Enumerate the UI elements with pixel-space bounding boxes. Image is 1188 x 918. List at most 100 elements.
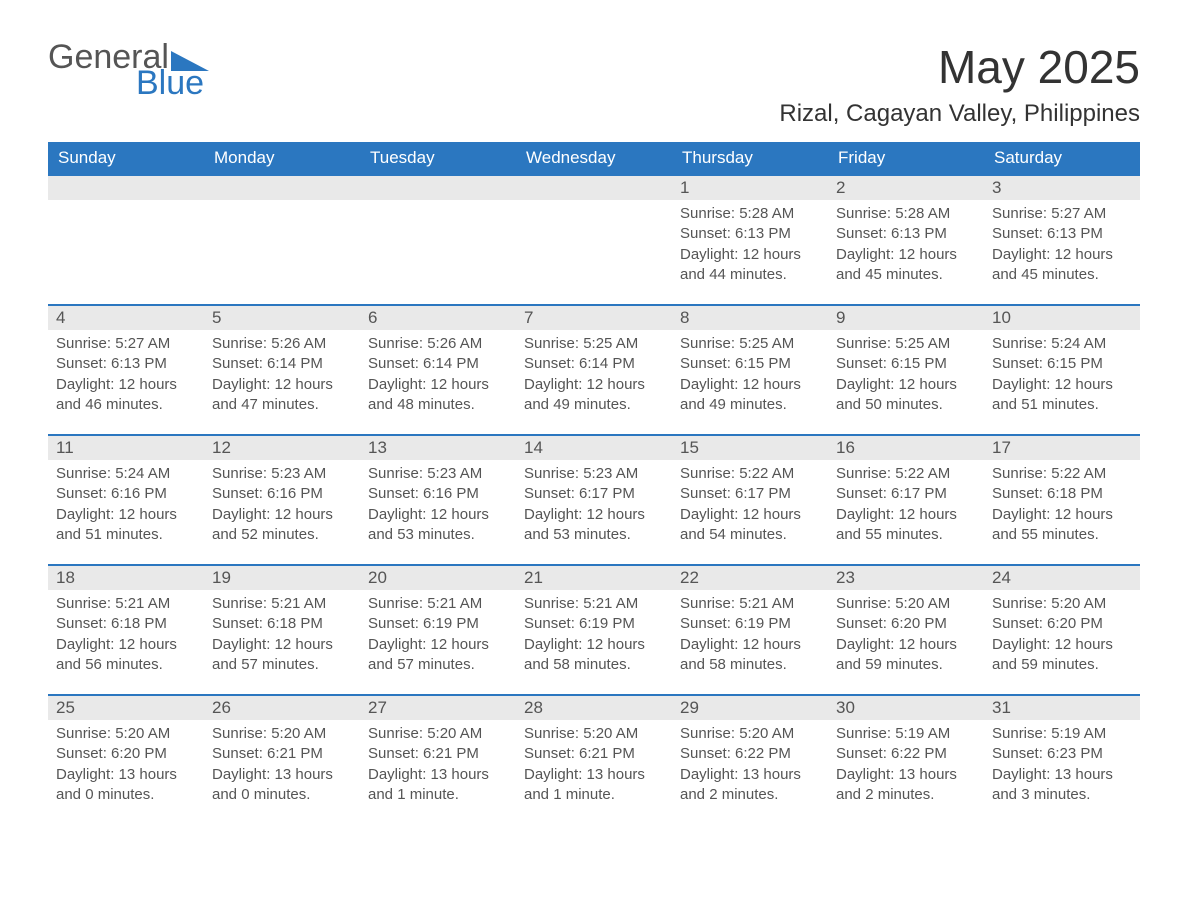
day-details: Sunrise: 5:27 AMSunset: 6:13 PMDaylight:… [984,200,1140,289]
day-number: 27 [360,696,516,720]
day-details: Sunrise: 5:20 AMSunset: 6:20 PMDaylight:… [828,590,984,679]
sunset-line: Sunset: 6:17 PM [524,484,664,504]
day-number: 13 [360,436,516,460]
sunrise-line: Sunrise: 5:21 AM [56,594,196,614]
empty-cell [204,176,360,304]
sunrise-line: Sunrise: 5:27 AM [56,334,196,354]
day-number: 30 [828,696,984,720]
page-title: May 2025 [779,40,1140,94]
day-cell-17: 17Sunrise: 5:22 AMSunset: 6:18 PMDayligh… [984,436,1140,564]
weekday-sunday: Sunday [48,142,204,174]
daylight-line: Daylight: 12 hours and 57 minutes. [368,635,508,676]
sunset-line: Sunset: 6:18 PM [212,614,352,634]
daylight-line: Daylight: 12 hours and 57 minutes. [212,635,352,676]
sunrise-line: Sunrise: 5:19 AM [992,724,1132,744]
sunrise-line: Sunrise: 5:20 AM [368,724,508,744]
weekday-thursday: Thursday [672,142,828,174]
day-details: Sunrise: 5:24 AMSunset: 6:15 PMDaylight:… [984,330,1140,419]
sunrise-line: Sunrise: 5:23 AM [368,464,508,484]
day-number: 16 [828,436,984,460]
daylight-line: Daylight: 12 hours and 54 minutes. [680,505,820,546]
day-cell-12: 12Sunrise: 5:23 AMSunset: 6:16 PMDayligh… [204,436,360,564]
daylight-line: Daylight: 12 hours and 53 minutes. [368,505,508,546]
daylight-line: Daylight: 12 hours and 55 minutes. [992,505,1132,546]
sunrise-line: Sunrise: 5:21 AM [524,594,664,614]
day-details: Sunrise: 5:25 AMSunset: 6:15 PMDaylight:… [828,330,984,419]
day-number: 12 [204,436,360,460]
brand-logo: General Blue [48,40,209,100]
day-details: Sunrise: 5:19 AMSunset: 6:23 PMDaylight:… [984,720,1140,809]
sunset-line: Sunset: 6:19 PM [524,614,664,634]
day-details: Sunrise: 5:22 AMSunset: 6:18 PMDaylight:… [984,460,1140,549]
daylight-line: Daylight: 12 hours and 48 minutes. [368,375,508,416]
day-details: Sunrise: 5:21 AMSunset: 6:19 PMDaylight:… [672,590,828,679]
day-details: Sunrise: 5:19 AMSunset: 6:22 PMDaylight:… [828,720,984,809]
weekday-wednesday: Wednesday [516,142,672,174]
sunrise-line: Sunrise: 5:21 AM [680,594,820,614]
empty-cell [360,176,516,304]
sunset-line: Sunset: 6:16 PM [368,484,508,504]
weekday-tuesday: Tuesday [360,142,516,174]
day-details: Sunrise: 5:28 AMSunset: 6:13 PMDaylight:… [672,200,828,289]
sunrise-line: Sunrise: 5:20 AM [524,724,664,744]
daylight-line: Daylight: 12 hours and 58 minutes. [680,635,820,676]
sunset-line: Sunset: 6:16 PM [212,484,352,504]
sunset-line: Sunset: 6:21 PM [212,744,352,764]
daylight-line: Daylight: 12 hours and 45 minutes. [836,245,976,286]
sunset-line: Sunset: 6:20 PM [836,614,976,634]
daylight-line: Daylight: 13 hours and 2 minutes. [680,765,820,806]
day-cell-15: 15Sunrise: 5:22 AMSunset: 6:17 PMDayligh… [672,436,828,564]
daylight-line: Daylight: 13 hours and 1 minute. [368,765,508,806]
day-number: 6 [360,306,516,330]
day-details: Sunrise: 5:22 AMSunset: 6:17 PMDaylight:… [828,460,984,549]
daylight-line: Daylight: 12 hours and 59 minutes. [992,635,1132,676]
sunrise-line: Sunrise: 5:20 AM [992,594,1132,614]
day-number: 11 [48,436,204,460]
day-number: 31 [984,696,1140,720]
day-cell-23: 23Sunrise: 5:20 AMSunset: 6:20 PMDayligh… [828,566,984,694]
daylight-line: Daylight: 12 hours and 46 minutes. [56,375,196,416]
day-number: 4 [48,306,204,330]
day-cell-1: 1Sunrise: 5:28 AMSunset: 6:13 PMDaylight… [672,176,828,304]
sunrise-line: Sunrise: 5:28 AM [680,204,820,224]
sunset-line: Sunset: 6:22 PM [680,744,820,764]
day-number: 26 [204,696,360,720]
sunset-line: Sunset: 6:19 PM [680,614,820,634]
day-cell-8: 8Sunrise: 5:25 AMSunset: 6:15 PMDaylight… [672,306,828,434]
day-cell-24: 24Sunrise: 5:20 AMSunset: 6:20 PMDayligh… [984,566,1140,694]
day-number: 19 [204,566,360,590]
sunrise-line: Sunrise: 5:23 AM [524,464,664,484]
day-details: Sunrise: 5:26 AMSunset: 6:14 PMDaylight:… [204,330,360,419]
daylight-line: Daylight: 13 hours and 0 minutes. [212,765,352,806]
day-cell-13: 13 Sunrise: 5:23 AMSunset: 6:16 PMDayligh… [360,436,516,564]
sunset-line: Sunset: 6:13 PM [680,224,820,244]
daylight-line: Daylight: 12 hours and 58 minutes. [524,635,664,676]
day-cell-19: 19Sunrise: 5:21 AMSunset: 6:18 PMDayligh… [204,566,360,694]
daylight-line: Daylight: 13 hours and 3 minutes. [992,765,1132,806]
day-number: 22 [672,566,828,590]
sunrise-line: Sunrise: 5:27 AM [992,204,1132,224]
day-number: 2 [828,176,984,200]
daylight-line: Daylight: 12 hours and 53 minutes. [524,505,664,546]
day-details: Sunrise: 5:20 AMSunset: 6:20 PMDaylight:… [984,590,1140,679]
day-details [360,200,516,208]
day-cell-30: 30Sunrise: 5:19 AMSunset: 6:22 PMDayligh… [828,696,984,824]
day-details: Sunrise: 5:21 AMSunset: 6:19 PMDaylight:… [516,590,672,679]
daylight-line: Daylight: 12 hours and 44 minutes. [680,245,820,286]
day-number: 21 [516,566,672,590]
day-number: 20 [360,566,516,590]
day-cell-5: 5Sunrise: 5:26 AMSunset: 6:14 PMDaylight… [204,306,360,434]
day-cell-4: 4Sunrise: 5:27 AMSunset: 6:13 PMDaylight… [48,306,204,434]
day-cell-28: 28Sunrise: 5:20 AMSunset: 6:21 PMDayligh… [516,696,672,824]
day-number: 29 [672,696,828,720]
day-details: Sunrise: 5:22 AMSunset: 6:17 PMDaylight:… [672,460,828,549]
sunrise-line: Sunrise: 5:20 AM [212,724,352,744]
day-cell-29: 29Sunrise: 5:20 AMSunset: 6:22 PMDayligh… [672,696,828,824]
day-cell-3: 3Sunrise: 5:27 AMSunset: 6:13 PMDaylight… [984,176,1140,304]
day-cell-10: 10Sunrise: 5:24 AMSunset: 6:15 PMDayligh… [984,306,1140,434]
day-cell-26: 26 Sunrise: 5:20 AMSunset: 6:21 PMDayligh… [204,696,360,824]
daylight-line: Daylight: 12 hours and 56 minutes. [56,635,196,676]
day-cell-16: 16Sunrise: 5:22 AMSunset: 6:17 PMDayligh… [828,436,984,564]
day-details [48,200,204,208]
day-details: Sunrise: 5:21 AMSunset: 6:18 PMDaylight:… [48,590,204,679]
